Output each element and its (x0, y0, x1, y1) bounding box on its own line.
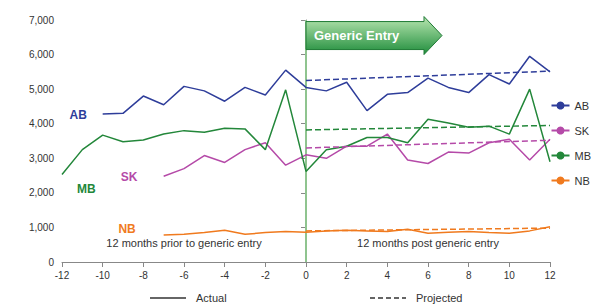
svg-text:-10: -10 (95, 270, 110, 281)
svg-text:SK: SK (121, 170, 138, 184)
svg-text:-4: -4 (220, 270, 229, 281)
svg-text:SK: SK (575, 125, 590, 137)
svg-text:1,000: 1,000 (29, 222, 54, 233)
svg-text:6,000: 6,000 (29, 49, 54, 60)
svg-text:NB: NB (575, 175, 590, 187)
svg-text:AB: AB (70, 108, 88, 122)
svg-text:NB: NB (118, 222, 136, 236)
svg-text:12 months post generic entry: 12 months post generic entry (357, 237, 499, 249)
svg-text:5,000: 5,000 (29, 84, 54, 95)
svg-text:Projected: Projected (416, 292, 462, 304)
svg-text:Generic Entry: Generic Entry (314, 28, 400, 43)
svg-text:MB: MB (575, 150, 592, 162)
svg-text:-12: -12 (55, 270, 70, 281)
svg-text:12: 12 (544, 270, 556, 281)
svg-text:4,000: 4,000 (29, 118, 54, 129)
svg-text:7,000: 7,000 (29, 15, 54, 26)
svg-text:12 months prior to generic ent: 12 months prior to generic entry (106, 237, 262, 249)
svg-text:0: 0 (48, 257, 54, 268)
svg-text:-2: -2 (261, 270, 270, 281)
svg-text:4: 4 (385, 270, 391, 281)
svg-text:3,000: 3,000 (29, 153, 54, 164)
svg-text:Actual: Actual (196, 292, 227, 304)
svg-text:MB: MB (77, 182, 96, 196)
svg-text:AB: AB (575, 100, 590, 112)
svg-text:8: 8 (466, 270, 472, 281)
svg-text:-6: -6 (180, 270, 189, 281)
svg-text:-8: -8 (139, 270, 148, 281)
svg-text:10: 10 (504, 270, 516, 281)
svg-text:0: 0 (303, 270, 309, 281)
svg-text:6: 6 (425, 270, 431, 281)
svg-text:2,000: 2,000 (29, 187, 54, 198)
svg-text:2: 2 (344, 270, 350, 281)
